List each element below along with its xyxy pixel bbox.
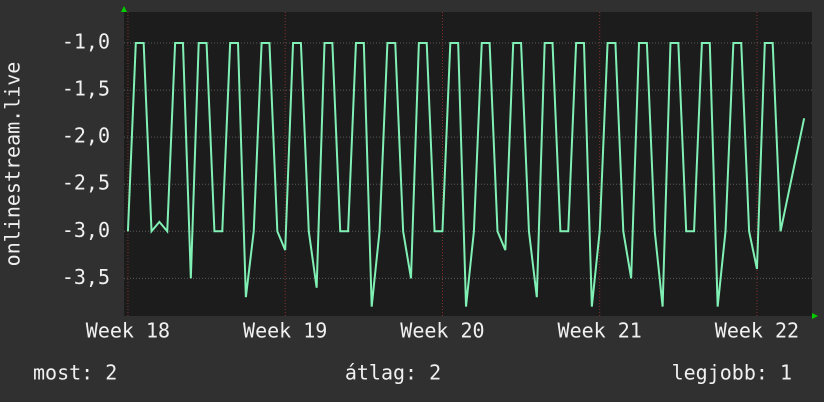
x-tick-label: Week 22 [715, 319, 799, 343]
stat-average: átlag: 2 [345, 361, 441, 385]
y-tick-label: -1,5 [62, 77, 110, 101]
axis-arrow [812, 313, 818, 319]
y-tick-label: -3,5 [62, 265, 110, 289]
series-line [126, 42, 806, 307]
x-tick-label: Week 21 [558, 319, 642, 343]
axis-arrow [121, 6, 127, 12]
y-tick-label: -2,5 [62, 171, 110, 195]
y-axis-label: onlinestream.live [1, 62, 25, 267]
y-tick-label: -3,0 [62, 218, 110, 242]
stat-best: legjobb: 1 [672, 361, 792, 385]
x-tick-label: Week 20 [400, 319, 484, 343]
x-tick-label: Week 19 [243, 319, 327, 343]
y-tick-label: -2,0 [62, 124, 110, 148]
x-tick-label: Week 18 [86, 319, 170, 343]
stat-current: most: 2 [33, 361, 117, 385]
plot-area [124, 12, 812, 316]
y-tick-label: -1,0 [62, 30, 110, 54]
